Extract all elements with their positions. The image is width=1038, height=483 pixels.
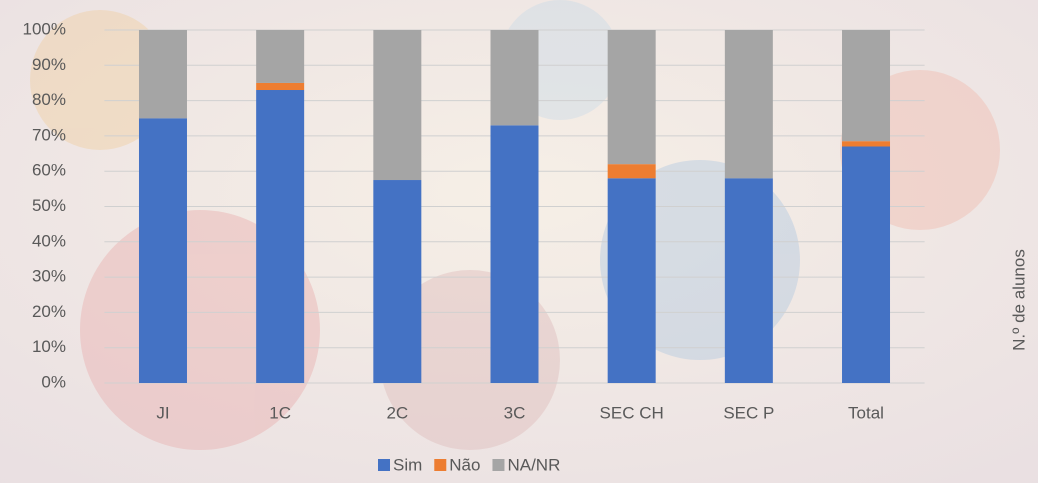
legend-swatch: [434, 459, 446, 471]
y2-axis-title: N.º de alunos: [1009, 249, 1028, 351]
x-tick-label: SEC CH: [600, 403, 664, 422]
y-tick-label: 90%: [32, 55, 66, 74]
bar-segment: [373, 30, 421, 180]
y-tick-label: 80%: [32, 90, 66, 109]
x-tick-label: 2C: [386, 403, 408, 422]
legend-swatch: [378, 459, 390, 471]
y-tick-label: 30%: [32, 267, 66, 286]
x-tick-label: JI: [156, 403, 169, 422]
y-tick-label: 60%: [32, 161, 66, 180]
bar-segment: [608, 178, 656, 383]
y-tick-label: 40%: [32, 231, 66, 250]
y-tick-label: 20%: [32, 302, 66, 321]
bar-segment: [725, 30, 773, 178]
bar-segment: [256, 30, 304, 83]
y-tick-label: 70%: [32, 125, 66, 144]
bar-segment: [256, 83, 304, 90]
bar-segment: [256, 90, 304, 383]
y-tick-label: 50%: [32, 196, 66, 215]
page: {"chart_data": {"type": "stacked_bar", "…: [0, 0, 1038, 483]
chart: N.º de alunos 0% 10% 20% 30% 40% 50% 60% 70% 80%…: [0, 0, 1038, 483]
y-tick-label: 100%: [23, 19, 66, 38]
legend-label: Sim: [393, 455, 422, 474]
bar-segment: [608, 164, 656, 178]
x-tick-label: Total: [848, 403, 884, 422]
bar-segment: [842, 146, 890, 383]
bar-segment: [139, 30, 187, 118]
legend-label: NA/NR: [507, 455, 560, 474]
bar-segment: [842, 141, 890, 146]
bar-segment: [139, 118, 187, 383]
y-tick-label: 10%: [32, 337, 66, 356]
x-tick-label: 1C: [269, 403, 291, 422]
x-tick-label: SEC P: [723, 403, 774, 422]
legend-label: Não: [449, 455, 480, 474]
legend-swatch: [492, 459, 504, 471]
bar-segment: [491, 30, 539, 125]
y-tick-label: 0%: [41, 372, 66, 391]
bar-segment: [842, 30, 890, 141]
bar-segment: [608, 30, 656, 164]
x-tick-label: 3C: [504, 403, 526, 422]
bar-segment: [373, 180, 421, 383]
bar-segment: [491, 125, 539, 383]
bar-segment: [725, 178, 773, 383]
